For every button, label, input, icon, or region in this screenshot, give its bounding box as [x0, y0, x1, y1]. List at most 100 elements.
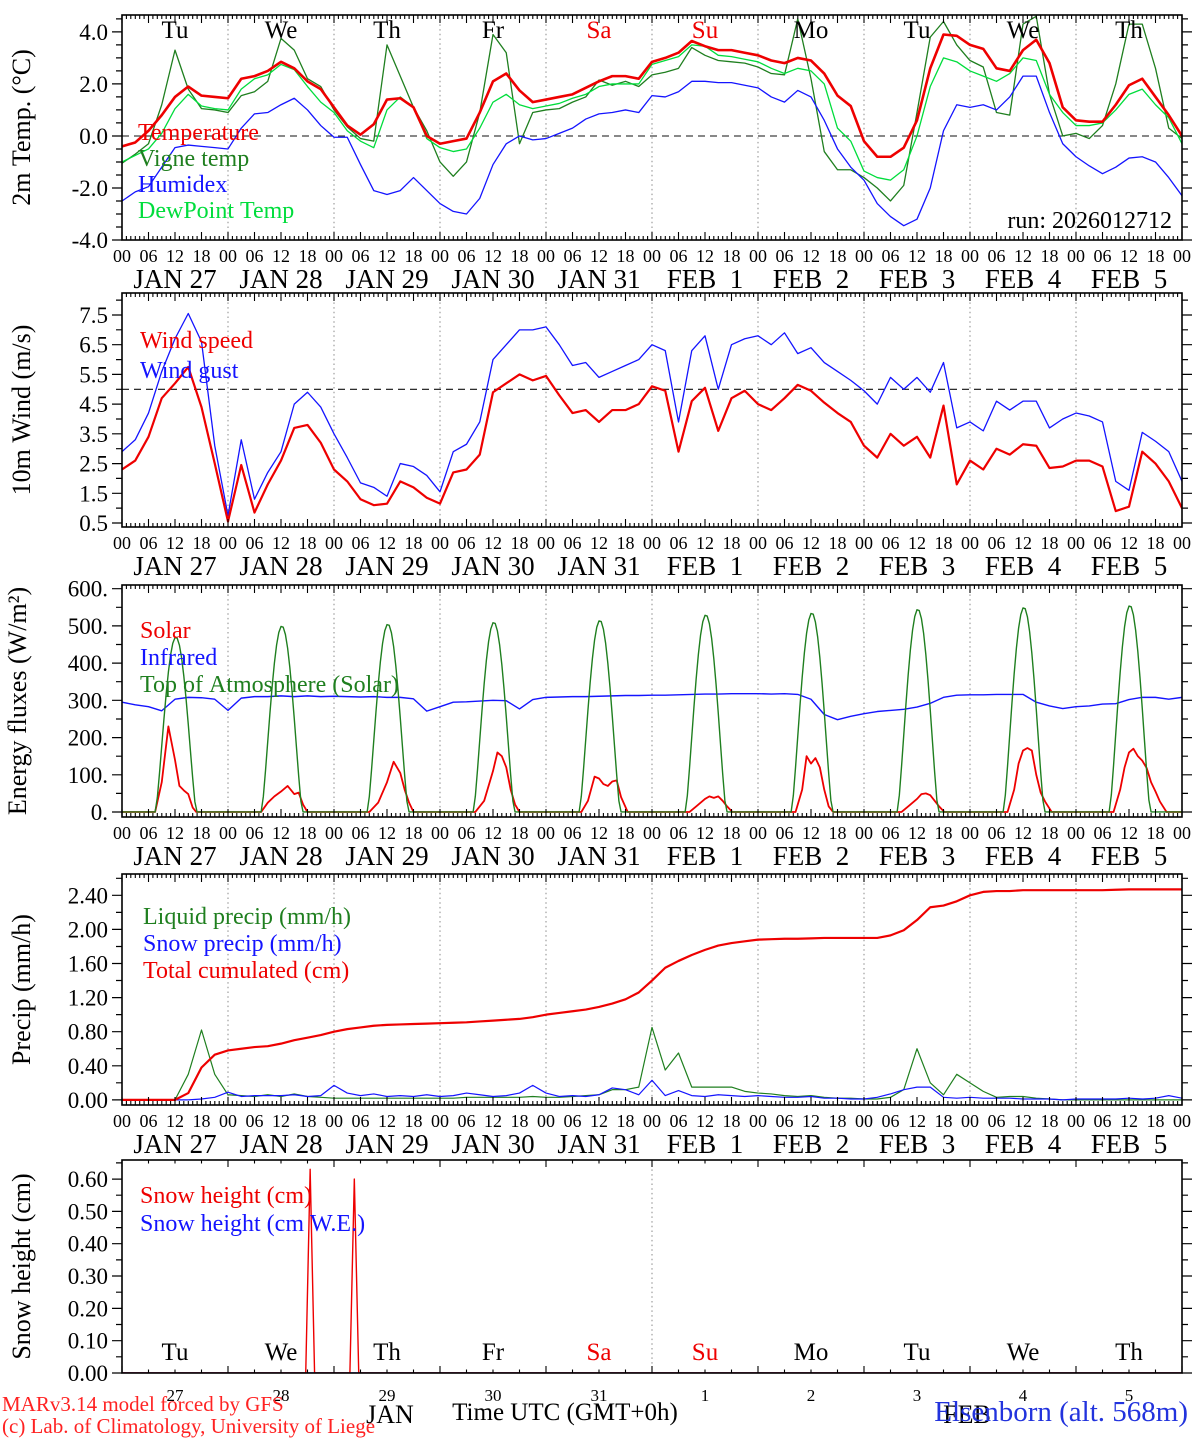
legend-liquid-precip-mm-h-: Liquid precip (mm/h) — [143, 904, 351, 930]
hour-label: 18 — [299, 533, 317, 553]
hour-label: 12 — [272, 823, 290, 843]
day-label: FEB 1 — [667, 551, 744, 581]
hour-label: 12 — [484, 533, 502, 553]
day-label: JAN 27 — [133, 841, 216, 871]
hour-label: 00 — [961, 246, 979, 266]
hour-label: 00 — [643, 246, 661, 266]
y-tick-label: 2.40 — [68, 883, 108, 908]
hour-label: 12 — [378, 246, 396, 266]
hour-label: 12 — [908, 246, 926, 266]
hour-label: 06 — [564, 246, 582, 266]
hour-label: 00 — [643, 533, 661, 553]
hour-label: 00 — [431, 1111, 449, 1131]
weekday-label: Su — [692, 17, 719, 44]
hour-label: 00 — [113, 1111, 131, 1131]
y-axis-title: 2m Temp. (°C) — [7, 49, 36, 206]
y-axis-title: Energy fluxes (W/m²) — [3, 587, 32, 815]
hour-label: 06 — [140, 823, 158, 843]
weekday-label: Th — [1115, 17, 1143, 44]
hour-label: 06 — [882, 533, 900, 553]
hour-label: 18 — [193, 246, 211, 266]
hour-label: 00 — [537, 1111, 555, 1131]
hour-label: 06 — [564, 1111, 582, 1131]
hour-label: 00 — [1067, 823, 1085, 843]
day-label: JAN 28 — [239, 841, 322, 871]
hour-label: 00 — [749, 1111, 767, 1131]
weekday-label: Tu — [904, 17, 931, 44]
x-axis-ticks — [121, 585, 1183, 817]
hour-label: 00 — [643, 1111, 661, 1131]
day-label: JAN 27 — [133, 264, 216, 294]
day-gridlines — [227, 585, 1077, 817]
hour-label: 18 — [723, 1111, 741, 1131]
hour-label: 12 — [802, 823, 820, 843]
hour-label: 18 — [935, 246, 953, 266]
hour-label: 00 — [1067, 246, 1085, 266]
legend-top-of-atmosphere-solar-: Top of Atmosphere (Solar) — [140, 672, 399, 698]
hour-label: 06 — [776, 1111, 794, 1131]
legend-snow-precip-mm-h-: Snow precip (mm/h) — [143, 931, 342, 957]
hour-label: 06 — [1094, 246, 1112, 266]
weekday-label: Tu — [162, 1339, 189, 1366]
legend-solar: Solar — [140, 618, 191, 644]
hour-label: 12 — [802, 533, 820, 553]
hour-label: 00 — [1173, 823, 1191, 843]
legend-vigne-temp: Vigne temp — [138, 146, 249, 172]
day-label: FEB 2 — [773, 264, 850, 294]
y-tick-label: 3.5 — [79, 422, 108, 447]
y-tick-label: 0.50 — [68, 1199, 108, 1224]
hour-label: 06 — [882, 823, 900, 843]
weekday-label: We — [265, 1339, 298, 1366]
y-tick-label: 2.00 — [68, 917, 108, 942]
hour-label: 00 — [1067, 533, 1085, 553]
y-tick-label: 1.5 — [79, 481, 108, 506]
day-label: FEB 2 — [773, 1129, 850, 1159]
y-tick-label: 1.60 — [68, 952, 108, 977]
day-label: FEB 4 — [985, 264, 1062, 294]
hour-label: 12 — [1014, 533, 1032, 553]
hour-label: 12 — [378, 533, 396, 553]
day-label: JAN 31 — [557, 264, 640, 294]
day-label: FEB 5 — [1091, 841, 1168, 871]
hour-label: 12 — [1014, 823, 1032, 843]
hour-label: 06 — [988, 246, 1006, 266]
hour-label: 12 — [378, 823, 396, 843]
series-solar-line — [122, 725, 1182, 813]
hour-label: 06 — [670, 1111, 688, 1131]
y-tick-label: -2.0 — [72, 176, 108, 201]
hour-label: 06 — [1094, 1111, 1112, 1131]
weekday-label: Tu — [162, 17, 189, 44]
weekday-label: Th — [1115, 1339, 1143, 1366]
weekday-label: Fr — [482, 17, 505, 44]
day-gridlines — [227, 874, 1077, 1105]
series-snow-precip-line — [122, 1079, 1182, 1101]
hour-label: 00 — [431, 533, 449, 553]
y-axis-title: Snow height (cm) — [7, 1173, 36, 1359]
hour-label: 18 — [829, 246, 847, 266]
model-credit-line: MARv3.14 model forced by GFS — [2, 1392, 284, 1416]
hour-label: 12 — [590, 533, 608, 553]
hour-label: 06 — [882, 1111, 900, 1131]
hour-label: 00 — [219, 823, 237, 843]
hour-label: 06 — [776, 533, 794, 553]
hour-label: 00 — [325, 823, 343, 843]
hour-label: 06 — [458, 246, 476, 266]
hour-label: 12 — [484, 823, 502, 843]
y-tick-label: 300. — [68, 688, 108, 713]
station-label: Elsenborn (alt. 568m) — [934, 1396, 1188, 1428]
y-tick-label: 0.5 — [79, 511, 108, 536]
day-number-label: 29 — [379, 1386, 396, 1405]
hour-label: 18 — [405, 1111, 423, 1131]
hour-label: 06 — [988, 533, 1006, 553]
legend-snow-height-cm-: Snow height (cm) — [140, 1183, 312, 1209]
hour-label: 18 — [617, 533, 635, 553]
hour-label: 00 — [855, 823, 873, 843]
hour-label: 00 — [855, 1111, 873, 1131]
hour-label: 12 — [696, 246, 714, 266]
y-tick-label: 500. — [68, 614, 108, 639]
panel-precip: 2.40 2.00 1.60 1.20 0.80 0.40 0.00 Precip (mm/h… — [7, 873, 1192, 1159]
y-tick-label: 0.80 — [68, 1020, 108, 1045]
series-wind-gust-line — [122, 312, 1182, 517]
hour-label: 00 — [749, 246, 767, 266]
weekday-label: Mo — [794, 17, 829, 44]
